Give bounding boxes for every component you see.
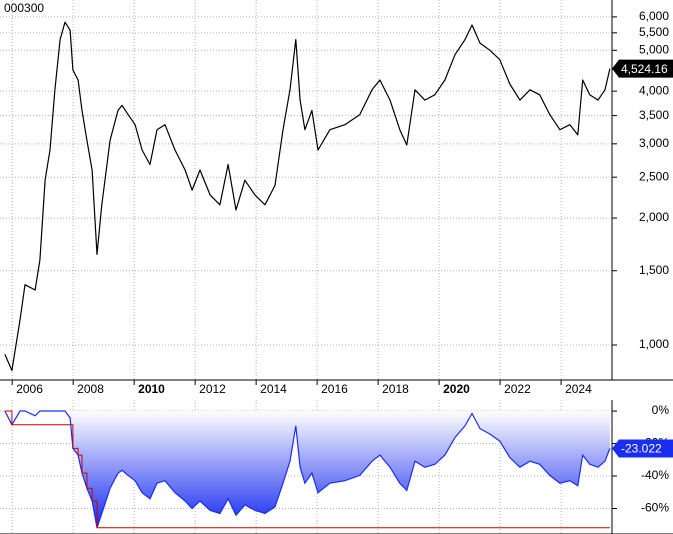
chart-title: 000300 [4, 1, 44, 15]
y-tick-label: 2,500 [639, 169, 669, 183]
x-tick-label: 2016 [321, 382, 348, 396]
drawdown-line [4, 410, 611, 528]
y-tick-label: 2,000 [639, 210, 669, 224]
max-drawdown-line [4, 410, 610, 529]
y-tick-label: 1,000 [639, 337, 669, 351]
x-tick-label: 2014 [260, 382, 287, 396]
x-tick-label: 2012 [199, 382, 226, 396]
y-tick-label: -40% [641, 468, 669, 482]
y-tick-label: 3,500 [639, 108, 669, 122]
y-tick-label: 5,500 [639, 25, 669, 39]
y-tick-label: 5,000 [639, 42, 669, 56]
value-badge-label: -23.022 [621, 442, 662, 456]
y-tick-label: 3,000 [639, 136, 669, 150]
x-tick-label: 2018 [382, 382, 409, 396]
y-tick-label: 6,000 [639, 9, 669, 23]
x-tick-label: 2024 [565, 382, 592, 396]
x-tick-label: 2006 [16, 382, 43, 396]
price-line [4, 21, 611, 372]
x-tick-label: 2020 [443, 382, 470, 396]
value-badge-label: 4,524.16 [621, 62, 668, 76]
y-tick-label: 4,000 [639, 83, 669, 97]
x-tick-label: 2008 [77, 382, 104, 396]
drawdown-area [4, 411, 610, 528]
x-tick-label: 2022 [504, 382, 531, 396]
value-badge [612, 59, 673, 78]
value-badge [612, 439, 673, 458]
x-tick-label: 2010 [138, 382, 165, 396]
y-tick-label: 0% [652, 403, 670, 417]
y-tick-label: 1,500 [639, 263, 669, 277]
y-tick-label: -60% [641, 501, 669, 515]
